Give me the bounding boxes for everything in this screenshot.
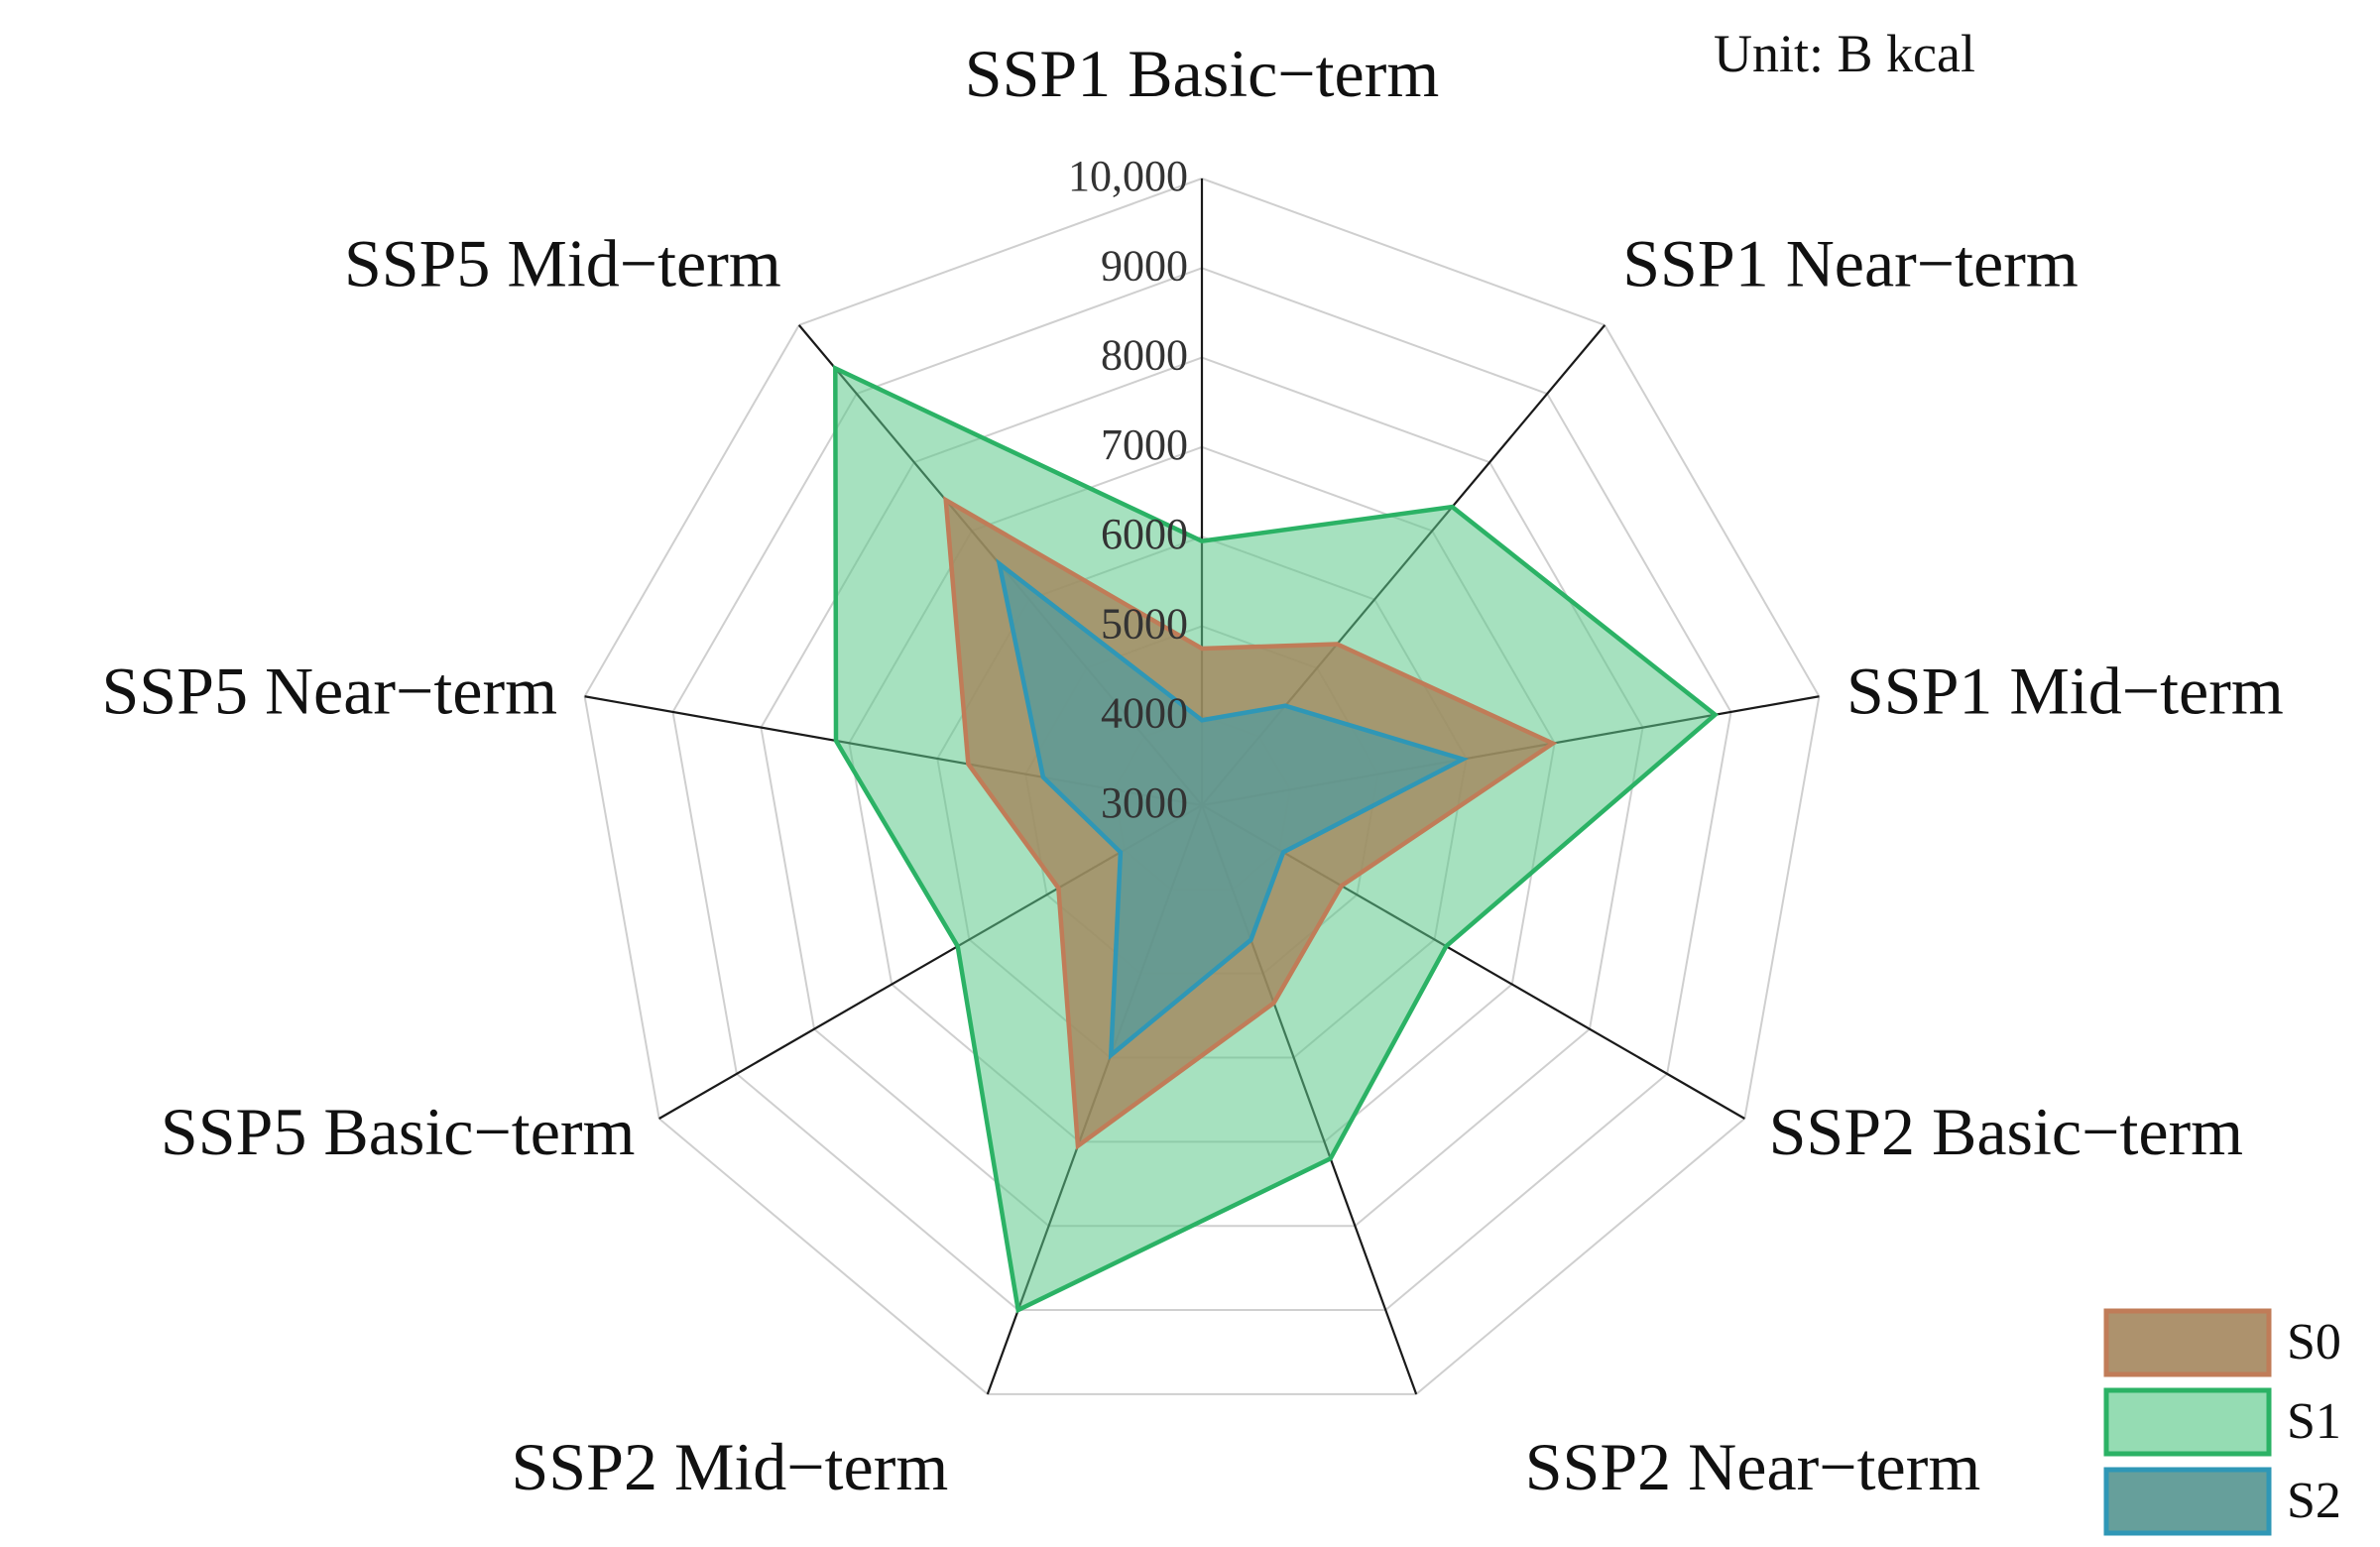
tick-label-3000: 3000 xyxy=(1101,778,1188,827)
tick-label-5000: 5000 xyxy=(1101,599,1188,648)
category-label-8: SSP5 Mid−term xyxy=(344,225,781,300)
category-label-4: SSP2 Near−term xyxy=(1525,1429,1981,1504)
legend-swatch-s0 xyxy=(2103,1308,2272,1377)
legend: S0 S1 S2 xyxy=(2103,1308,2341,1536)
category-label-3: SSP2 Basic−term xyxy=(1769,1094,2243,1169)
legend-label-s2: S2 xyxy=(2287,1473,2341,1529)
legend-label-s1: S1 xyxy=(2287,1393,2341,1450)
category-label-1: SSP1 Near−term xyxy=(1622,225,2079,300)
tick-label-6000: 6000 xyxy=(1101,510,1188,558)
legend-label-s0: S0 xyxy=(2287,1314,2341,1370)
series-polygons xyxy=(833,364,1720,1314)
category-label-2: SSP1 Mid−term xyxy=(1846,653,2284,728)
tick-label-7000: 7000 xyxy=(1101,420,1188,469)
tick-label-8000: 8000 xyxy=(1101,331,1188,380)
category-label-7: SSP5 Near−term xyxy=(101,653,557,728)
category-labels: SSP1 Basic−term SSP1 Near−term SSP1 Mid−te… xyxy=(101,36,2283,1504)
category-label-6: SSP5 Basic−term xyxy=(161,1094,636,1169)
category-label-5: SSP2 Mid−term xyxy=(511,1429,948,1504)
tick-labels: 3000 4000 5000 6000 7000 8000 9000 10,000 xyxy=(1068,152,1188,827)
legend-swatch-s1 xyxy=(2103,1387,2272,1457)
grid-ring-9000 xyxy=(671,267,1732,1312)
tick-label-9000: 9000 xyxy=(1101,241,1188,290)
category-label-0: SSP1 Basic−term xyxy=(965,36,1440,111)
grid-ring-10000 xyxy=(583,177,1821,1395)
tick-label-10000: 10,000 xyxy=(1068,152,1188,200)
legend-swatch-s2 xyxy=(2103,1467,2272,1536)
series-s2-area xyxy=(996,558,1470,1060)
tick-label-4000: 4000 xyxy=(1101,689,1188,738)
unit-label: Unit: B kcal xyxy=(1714,24,1975,83)
